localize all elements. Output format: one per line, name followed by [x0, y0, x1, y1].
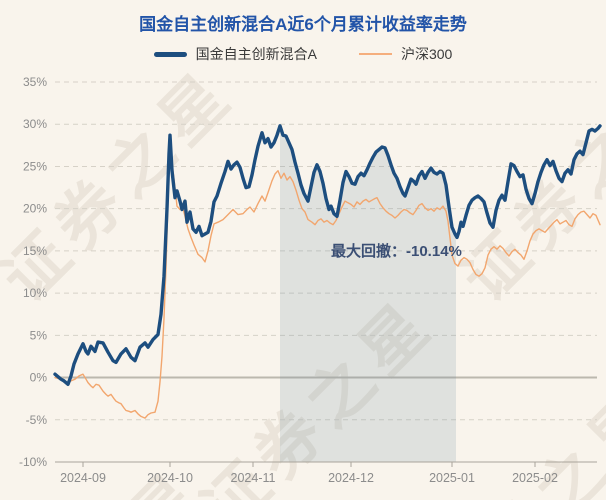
y-axis-label: 25%: [23, 159, 47, 173]
chart-title: 国金自主创新混合A近6个月累计收益率走势: [139, 15, 467, 34]
y-axis-label: 10%: [23, 286, 47, 300]
chart-plot-area[interactable]: 35% 30% 25% 20% 15% 10% 5% 0% -5% -10% 2024-09 2024…: [0, 70, 606, 500]
x-axis-label: 2024-09: [60, 471, 106, 485]
x-axis-label: 2024-12: [328, 471, 374, 485]
legend-item-fund[interactable]: 国金自主创新混合A: [153, 44, 317, 64]
legend-label-fund: 国金自主创新混合A: [195, 46, 317, 62]
fund-series-line: [53, 124, 602, 386]
y-axis-label: -5%: [26, 413, 48, 427]
y-axis-label: -10%: [19, 455, 47, 469]
y-axis-label: 15%: [23, 244, 47, 258]
x-axis-label: 2025-01: [429, 471, 475, 485]
x-axis-label: 2024-10: [147, 471, 193, 485]
y-axis-label: 35%: [23, 75, 47, 89]
max-drawdown-area: [280, 125, 456, 462]
legend-item-index[interactable]: 沪深300: [358, 44, 453, 64]
max-drawdown-annotation: 最大回撤：-10.14%: [331, 242, 462, 260]
legend-label-index: 沪深300: [400, 46, 453, 62]
y-axis-label: 30%: [23, 117, 47, 131]
y-axis-label: 5%: [30, 328, 48, 342]
fund-line-swatch-icon: [153, 51, 187, 57]
index-line-swatch-icon: [358, 53, 392, 55]
x-axis-label: 2025-02: [512, 471, 558, 485]
index-series-line: [54, 140, 601, 419]
y-axis-label: 0%: [30, 371, 48, 385]
x-axis-label: 2024-11: [231, 471, 276, 485]
y-axis-label: 20%: [23, 202, 47, 216]
chart-legend: 国金自主创新混合A 沪深300: [0, 44, 606, 64]
